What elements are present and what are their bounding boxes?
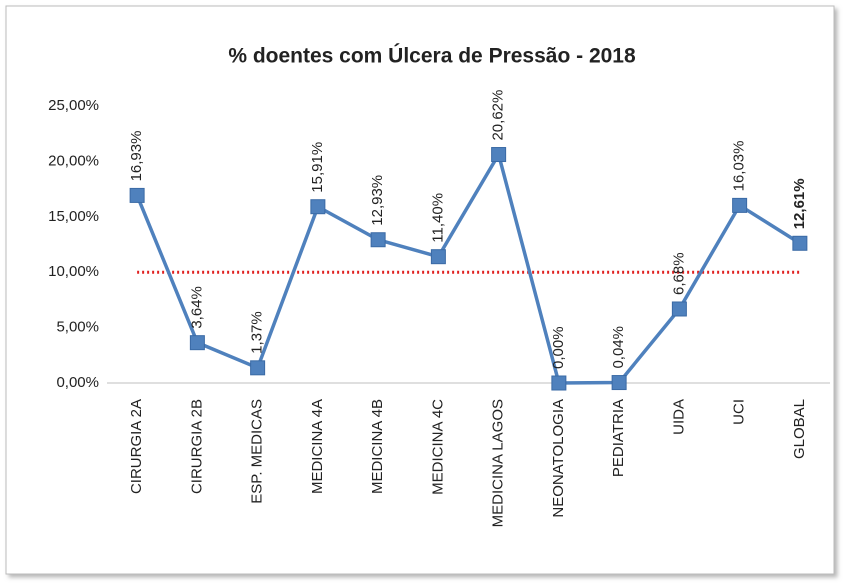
x-tick-label: MEDICINA 4B (369, 399, 386, 494)
x-tick-label: CIRURGIA 2A (128, 399, 145, 494)
y-tick-label: 25,00% (48, 97, 99, 114)
data-label: 16,93% (128, 131, 145, 182)
data-label: 12,61% (791, 178, 808, 229)
marker (430, 249, 446, 265)
x-tick-label: GLOBAL (791, 399, 808, 459)
x-tick-label: MEDICINA 4C (429, 399, 446, 495)
x-tick-label: UCI (731, 399, 748, 425)
x-tick-label: PEDIATRIA (610, 399, 627, 477)
x-tick-label: MEDICINA 4A (309, 399, 326, 494)
marker (129, 187, 145, 203)
data-label: 1,37% (249, 311, 266, 354)
marker (551, 375, 567, 391)
data-label: 0,04% (610, 326, 627, 369)
data-label: 11,40% (429, 193, 446, 243)
marker (671, 301, 687, 317)
data-label: 12,93% (369, 175, 386, 226)
marker (491, 147, 507, 163)
data-label: 0,00% (550, 326, 567, 369)
data-label: 20,62% (490, 90, 507, 141)
x-tick-label: ESP. MEDICAS (249, 399, 266, 504)
chart-frame (5, 5, 835, 575)
y-tick-label: 20,00% (48, 152, 99, 169)
y-tick-label: 5,00% (56, 319, 99, 336)
x-tick-label: UIDA (670, 399, 687, 435)
y-tick-label: 10,00% (48, 263, 99, 280)
marker (189, 335, 205, 351)
data-label: 16,03% (731, 141, 748, 192)
data-label: 15,91% (309, 142, 326, 193)
marker (732, 197, 748, 213)
data-line (135, 150, 801, 385)
x-tick-label: CIRURGIA 2B (188, 399, 205, 494)
x-tick-label: MEDICINA LAGOS (490, 399, 507, 527)
marker (310, 199, 326, 215)
marker (792, 235, 808, 251)
data-label: 6,68% (670, 252, 687, 295)
chart-title: % doentes com Úlcera de Pressão - 2018 (228, 44, 636, 68)
marker (370, 232, 386, 248)
marker (250, 360, 266, 376)
y-tick-label: 0,00% (56, 374, 99, 391)
y-tick-label: 15,00% (48, 208, 99, 225)
data-label: 3,64% (188, 286, 205, 329)
marker (611, 375, 627, 391)
x-tick-label: NEONATOLOGIA (550, 399, 567, 518)
